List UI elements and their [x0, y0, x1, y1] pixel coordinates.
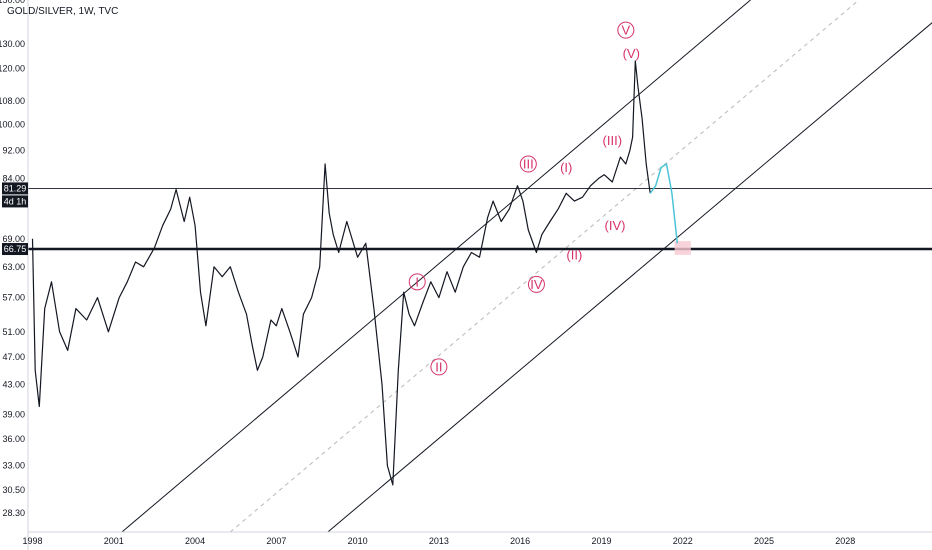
- wave-label-3: (III): [603, 133, 623, 148]
- series-layer: [31, 60, 679, 486]
- wave-label-8: IV: [530, 277, 543, 292]
- x-tick-label-8: 2019: [591, 536, 611, 546]
- y-tick-label-5: 100.00: [0, 120, 25, 130]
- x-tick-label-9: 2022: [673, 536, 693, 546]
- wave-label-7: (II): [566, 247, 582, 262]
- y-tick-label-12: 51.00: [2, 327, 25, 337]
- y-tick-label-9: 69.00: [2, 234, 25, 244]
- horizontal-lines-layer: [28, 188, 932, 251]
- channel-mid-line: [229, 0, 860, 533]
- channel-lower-line: [327, 22, 932, 533]
- support-price-label: 66.75: [4, 244, 27, 254]
- y-tick-label-11: 57.00: [2, 293, 25, 303]
- wave-circle-10: [430, 358, 448, 376]
- x-tick-label-7: 2016: [510, 536, 530, 546]
- wave-label-9: I: [415, 274, 419, 289]
- countdown-label: 4d 1h: [4, 196, 27, 206]
- y-tick-label-15: 39.00: [2, 409, 25, 419]
- y-tick-label-19: 28.30: [2, 508, 25, 518]
- wave-circle-8: [527, 275, 545, 293]
- wave-circle-9: [408, 273, 426, 291]
- wave-label-2: (V): [623, 46, 640, 61]
- target-box-layer: [674, 241, 691, 255]
- channel-layer: [121, 0, 932, 533]
- price-series-line: [31, 60, 651, 486]
- x-tick-label-1: 1998: [22, 536, 42, 546]
- current-price-box: [2, 182, 28, 195]
- y-tick-label-1: 150.00: [0, 0, 25, 5]
- y-tick-label-17: 33.00: [2, 461, 25, 471]
- y-tick-label-18: 30.50: [2, 485, 25, 495]
- wave-circle-1: [617, 21, 635, 39]
- projection-line: [649, 163, 679, 244]
- target-box: [674, 241, 691, 255]
- support-price-box: [2, 243, 28, 256]
- wave-label-6: (IV): [605, 218, 626, 233]
- x-tick-label-3: 2004: [185, 536, 205, 546]
- countdown-box: [2, 195, 28, 208]
- wave-circle-4: [519, 155, 537, 173]
- x-tick-label-6: 2013: [429, 536, 449, 546]
- x-tick-label-5: 2010: [348, 536, 368, 546]
- y-tick-label-14: 43.00: [2, 379, 25, 389]
- wave-label-5: (I): [560, 160, 572, 175]
- chart-title: GOLD/SILVER, 1W, TVC: [7, 6, 119, 17]
- y-tick-label-4: 108.00: [0, 96, 25, 106]
- y-tick-label-3: 120.00: [0, 64, 25, 74]
- wave-label-10: II: [435, 359, 442, 374]
- x-tick-label-11: 2028: [835, 536, 855, 546]
- wave-label-1: V: [622, 23, 631, 38]
- wave-label-4: III: [523, 157, 534, 172]
- x-tick-label-10: 2025: [754, 536, 774, 546]
- y-tick-label-7: 84.00: [2, 173, 25, 183]
- y-tick-label-2: 130.00: [0, 39, 25, 49]
- x-tick-label-4: 2007: [266, 536, 286, 546]
- channel-upper-line: [121, 0, 751, 533]
- current-price-label: 81.29: [4, 183, 27, 193]
- x-tick-label-2: 2001: [104, 536, 124, 546]
- y-tick-label-10: 63.00: [2, 262, 25, 272]
- y-tick-label-13: 47.00: [2, 352, 25, 362]
- price-labels-layer: 81.29 4d 1h 66.75: [2, 182, 28, 256]
- y-tick-label-6: 92.00: [2, 145, 25, 155]
- y-tick-label-16: 36.00: [2, 434, 25, 444]
